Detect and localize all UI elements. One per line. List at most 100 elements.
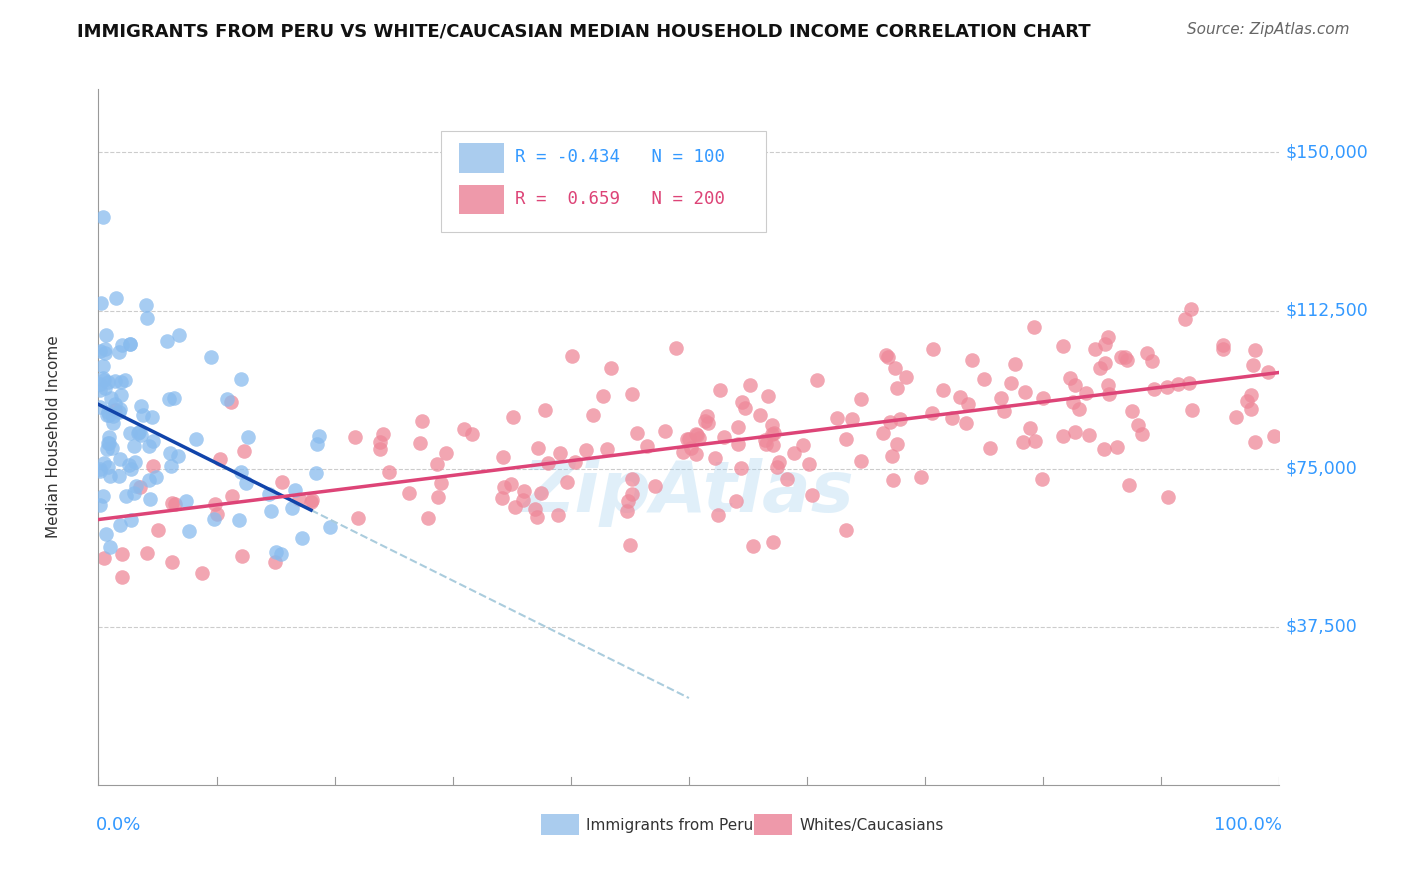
Point bbox=[783, 446, 806, 460]
Point bbox=[142, 434, 165, 448]
Point bbox=[1128, 418, 1150, 433]
Point bbox=[411, 414, 433, 428]
Point bbox=[1063, 377, 1085, 392]
Point bbox=[288, 492, 311, 507]
Point bbox=[344, 430, 367, 444]
Point bbox=[513, 484, 536, 499]
Point bbox=[596, 442, 619, 456]
Bar bbox=[754, 814, 792, 835]
Point bbox=[806, 373, 828, 387]
Point bbox=[1094, 336, 1116, 351]
Point bbox=[1000, 376, 1022, 390]
FancyBboxPatch shape bbox=[441, 131, 766, 232]
Point bbox=[235, 476, 257, 491]
Point bbox=[801, 488, 824, 502]
Point bbox=[260, 504, 283, 518]
Point bbox=[875, 348, 897, 362]
Point bbox=[768, 455, 790, 469]
Point bbox=[98, 468, 121, 483]
Point bbox=[1241, 358, 1264, 372]
Point bbox=[434, 446, 457, 460]
Bar bbox=[458, 186, 503, 214]
Point bbox=[101, 409, 124, 424]
Point bbox=[1121, 404, 1143, 418]
Point bbox=[547, 508, 569, 522]
Point bbox=[512, 493, 534, 508]
Point bbox=[1004, 357, 1026, 371]
Point bbox=[524, 502, 547, 516]
Point bbox=[1074, 386, 1097, 401]
Point bbox=[761, 426, 783, 441]
Point bbox=[166, 449, 188, 463]
Point bbox=[104, 291, 127, 305]
Point bbox=[834, 433, 856, 447]
Text: Immigrants from Peru: Immigrants from Peru bbox=[586, 818, 754, 833]
Point bbox=[270, 547, 292, 561]
Point bbox=[703, 450, 725, 465]
Point bbox=[96, 442, 118, 456]
Point bbox=[93, 456, 115, 470]
Point bbox=[281, 501, 304, 516]
Point bbox=[492, 450, 515, 465]
Point bbox=[1212, 342, 1234, 356]
Point bbox=[1084, 343, 1107, 357]
Point bbox=[834, 524, 856, 538]
Point bbox=[1143, 382, 1166, 396]
Point bbox=[1181, 402, 1204, 417]
Point bbox=[1240, 388, 1263, 402]
Point bbox=[89, 461, 111, 475]
Point bbox=[1174, 311, 1197, 326]
Point bbox=[561, 349, 583, 363]
Point bbox=[120, 336, 142, 351]
Point bbox=[755, 436, 778, 450]
Text: $112,500: $112,500 bbox=[1285, 301, 1368, 319]
Point bbox=[1052, 338, 1074, 352]
Point bbox=[1111, 351, 1133, 365]
Point bbox=[685, 427, 707, 442]
Point bbox=[89, 344, 111, 359]
Point bbox=[159, 445, 181, 459]
Point bbox=[1156, 380, 1178, 394]
Point bbox=[879, 415, 901, 429]
Point bbox=[128, 425, 150, 439]
Point bbox=[191, 566, 214, 580]
Text: 100.0%: 100.0% bbox=[1213, 816, 1282, 834]
Point bbox=[107, 405, 129, 419]
Point bbox=[111, 338, 134, 352]
Point bbox=[368, 435, 391, 450]
Point bbox=[136, 310, 159, 325]
Point bbox=[101, 416, 124, 430]
Point bbox=[941, 410, 963, 425]
Point bbox=[1097, 378, 1119, 392]
Point bbox=[707, 508, 730, 522]
Point bbox=[93, 550, 115, 565]
Point bbox=[108, 469, 131, 483]
Point bbox=[636, 439, 658, 453]
Point bbox=[291, 531, 314, 545]
Point bbox=[1022, 319, 1045, 334]
Point bbox=[1240, 401, 1263, 416]
Bar bbox=[541, 814, 579, 835]
Point bbox=[94, 345, 117, 359]
Point bbox=[453, 422, 475, 436]
Point bbox=[205, 508, 228, 522]
Point bbox=[973, 372, 995, 386]
Point bbox=[1130, 426, 1153, 441]
Point bbox=[734, 401, 756, 415]
Point bbox=[889, 412, 911, 426]
Point bbox=[1088, 361, 1111, 376]
Point bbox=[886, 381, 908, 395]
Point bbox=[491, 491, 513, 506]
Point bbox=[626, 425, 648, 440]
Point bbox=[644, 478, 666, 492]
Point bbox=[122, 439, 145, 453]
Point bbox=[160, 555, 183, 569]
Point bbox=[955, 416, 977, 430]
Point bbox=[319, 520, 342, 534]
Point bbox=[118, 336, 141, 351]
Point bbox=[990, 391, 1012, 405]
Point bbox=[730, 461, 752, 475]
Point bbox=[1105, 440, 1128, 454]
Point bbox=[118, 458, 141, 473]
Point bbox=[91, 359, 114, 373]
